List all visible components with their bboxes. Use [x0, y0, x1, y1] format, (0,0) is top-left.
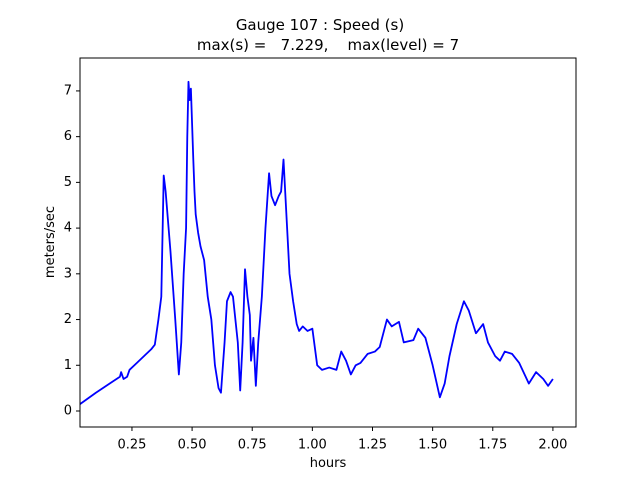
plot-frame — [79, 57, 577, 428]
x-tick-label: 1.00 — [298, 438, 327, 453]
y-tick-label: 4 — [64, 221, 72, 236]
chart-title: Gauge 107 : Speed (s) — [236, 16, 404, 34]
x-axis-label: hours — [310, 456, 347, 471]
x-tick-label: 1.25 — [358, 438, 387, 453]
y-tick-label: 3 — [64, 266, 72, 281]
y-tick-label: 2 — [64, 312, 72, 327]
chart-subtitle: max(s) = 7.229, max(level) = 7 — [197, 36, 459, 54]
x-tick-label: 0.75 — [238, 438, 267, 453]
y-tick-label: 0 — [64, 403, 72, 418]
y-tick-label: 7 — [64, 83, 72, 98]
x-tick-label: 2.00 — [538, 438, 567, 453]
y-tick-label: 5 — [64, 175, 72, 190]
x-tick-label: 1.75 — [478, 438, 507, 453]
y-tick-label: 6 — [64, 129, 72, 144]
x-tick-label: 0.50 — [178, 438, 207, 453]
x-tick-label: 1.50 — [418, 438, 447, 453]
y-axis-label: meters/sec — [43, 206, 58, 278]
y-tick-label: 1 — [64, 358, 72, 373]
x-tick-label: 0.25 — [117, 438, 146, 453]
data-line — [80, 80, 554, 405]
